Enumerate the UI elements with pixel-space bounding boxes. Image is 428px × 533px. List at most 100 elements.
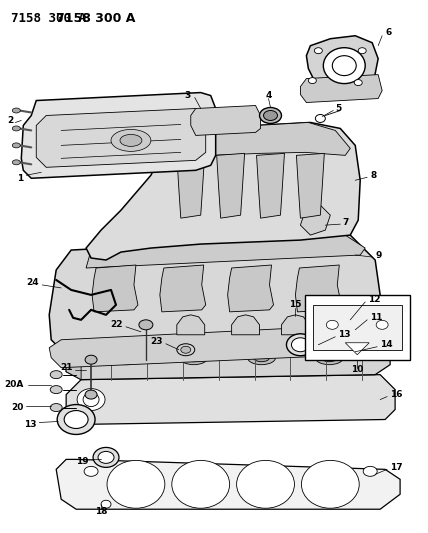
Ellipse shape: [337, 316, 343, 320]
Polygon shape: [313, 305, 402, 350]
Ellipse shape: [64, 410, 88, 429]
Text: 11: 11: [370, 313, 383, 322]
Ellipse shape: [294, 316, 300, 320]
Ellipse shape: [12, 108, 20, 113]
Ellipse shape: [172, 461, 230, 508]
Ellipse shape: [358, 47, 366, 54]
Polygon shape: [300, 75, 382, 102]
Ellipse shape: [237, 461, 294, 508]
Text: 12: 12: [368, 295, 380, 304]
Text: 6: 6: [385, 28, 391, 37]
Ellipse shape: [111, 130, 151, 151]
Ellipse shape: [142, 336, 152, 343]
Ellipse shape: [112, 351, 140, 365]
Ellipse shape: [83, 393, 99, 407]
Ellipse shape: [326, 320, 338, 329]
Ellipse shape: [357, 336, 367, 343]
Polygon shape: [217, 154, 244, 218]
Text: 13: 13: [24, 420, 36, 429]
Polygon shape: [232, 315, 259, 335]
Ellipse shape: [314, 47, 322, 54]
Polygon shape: [306, 36, 378, 95]
Ellipse shape: [332, 55, 356, 76]
Ellipse shape: [120, 316, 126, 320]
Ellipse shape: [50, 370, 62, 378]
Polygon shape: [66, 348, 390, 379]
Ellipse shape: [250, 336, 259, 343]
Text: 24: 24: [27, 278, 39, 287]
Polygon shape: [104, 324, 148, 332]
Ellipse shape: [85, 390, 97, 399]
Ellipse shape: [363, 466, 377, 477]
Ellipse shape: [85, 355, 97, 364]
Ellipse shape: [93, 447, 119, 467]
Ellipse shape: [50, 385, 62, 393]
Ellipse shape: [253, 354, 270, 362]
Text: 19: 19: [77, 457, 89, 466]
Ellipse shape: [139, 320, 153, 330]
Ellipse shape: [178, 336, 188, 343]
Text: 18: 18: [95, 507, 107, 516]
Text: 17: 17: [390, 463, 403, 472]
Text: 4: 4: [265, 91, 272, 100]
Polygon shape: [21, 93, 216, 178]
Ellipse shape: [376, 320, 388, 329]
Ellipse shape: [120, 134, 142, 147]
Text: 10: 10: [351, 365, 363, 374]
Ellipse shape: [177, 344, 195, 356]
Polygon shape: [49, 235, 380, 350]
Text: 22: 22: [110, 320, 123, 329]
Polygon shape: [220, 322, 244, 340]
Ellipse shape: [186, 354, 202, 362]
Polygon shape: [297, 154, 324, 218]
Polygon shape: [36, 109, 206, 167]
Text: 16: 16: [390, 390, 403, 399]
Ellipse shape: [50, 403, 62, 411]
Text: 20A: 20A: [4, 380, 23, 389]
Polygon shape: [277, 322, 301, 340]
Ellipse shape: [354, 79, 362, 86]
Ellipse shape: [77, 389, 105, 410]
Text: 14: 14: [380, 340, 393, 349]
Text: 20: 20: [11, 403, 23, 412]
Text: 21: 21: [61, 363, 73, 372]
Polygon shape: [191, 106, 261, 135]
Text: 2: 2: [7, 116, 13, 125]
Bar: [306, 295, 410, 360]
Ellipse shape: [291, 338, 309, 352]
Ellipse shape: [164, 316, 170, 320]
Ellipse shape: [118, 354, 134, 362]
Text: 3: 3: [184, 91, 191, 100]
Text: 7158 300 A: 7158 300 A: [11, 12, 86, 25]
Text: 23: 23: [150, 337, 163, 346]
Polygon shape: [282, 315, 309, 335]
Ellipse shape: [315, 351, 343, 365]
Ellipse shape: [98, 451, 114, 463]
Text: 15: 15: [289, 301, 302, 309]
Polygon shape: [240, 324, 283, 332]
Ellipse shape: [106, 316, 112, 320]
Polygon shape: [86, 235, 365, 268]
Text: 7158 300 A: 7158 300 A: [56, 12, 136, 25]
Ellipse shape: [107, 461, 165, 508]
Ellipse shape: [106, 336, 116, 343]
Polygon shape: [256, 154, 285, 218]
Polygon shape: [307, 324, 351, 332]
Ellipse shape: [222, 316, 228, 320]
Polygon shape: [300, 205, 330, 235]
Text: 9: 9: [375, 251, 381, 260]
Polygon shape: [177, 315, 205, 335]
Polygon shape: [104, 322, 128, 340]
Ellipse shape: [101, 500, 111, 508]
Ellipse shape: [12, 160, 20, 165]
Polygon shape: [66, 353, 81, 379]
Polygon shape: [56, 459, 400, 509]
Polygon shape: [49, 325, 375, 368]
Polygon shape: [66, 375, 395, 424]
Ellipse shape: [309, 78, 316, 84]
Polygon shape: [162, 322, 186, 340]
Ellipse shape: [181, 346, 191, 353]
Ellipse shape: [286, 334, 314, 356]
Ellipse shape: [301, 461, 359, 508]
Text: 1: 1: [17, 174, 23, 183]
